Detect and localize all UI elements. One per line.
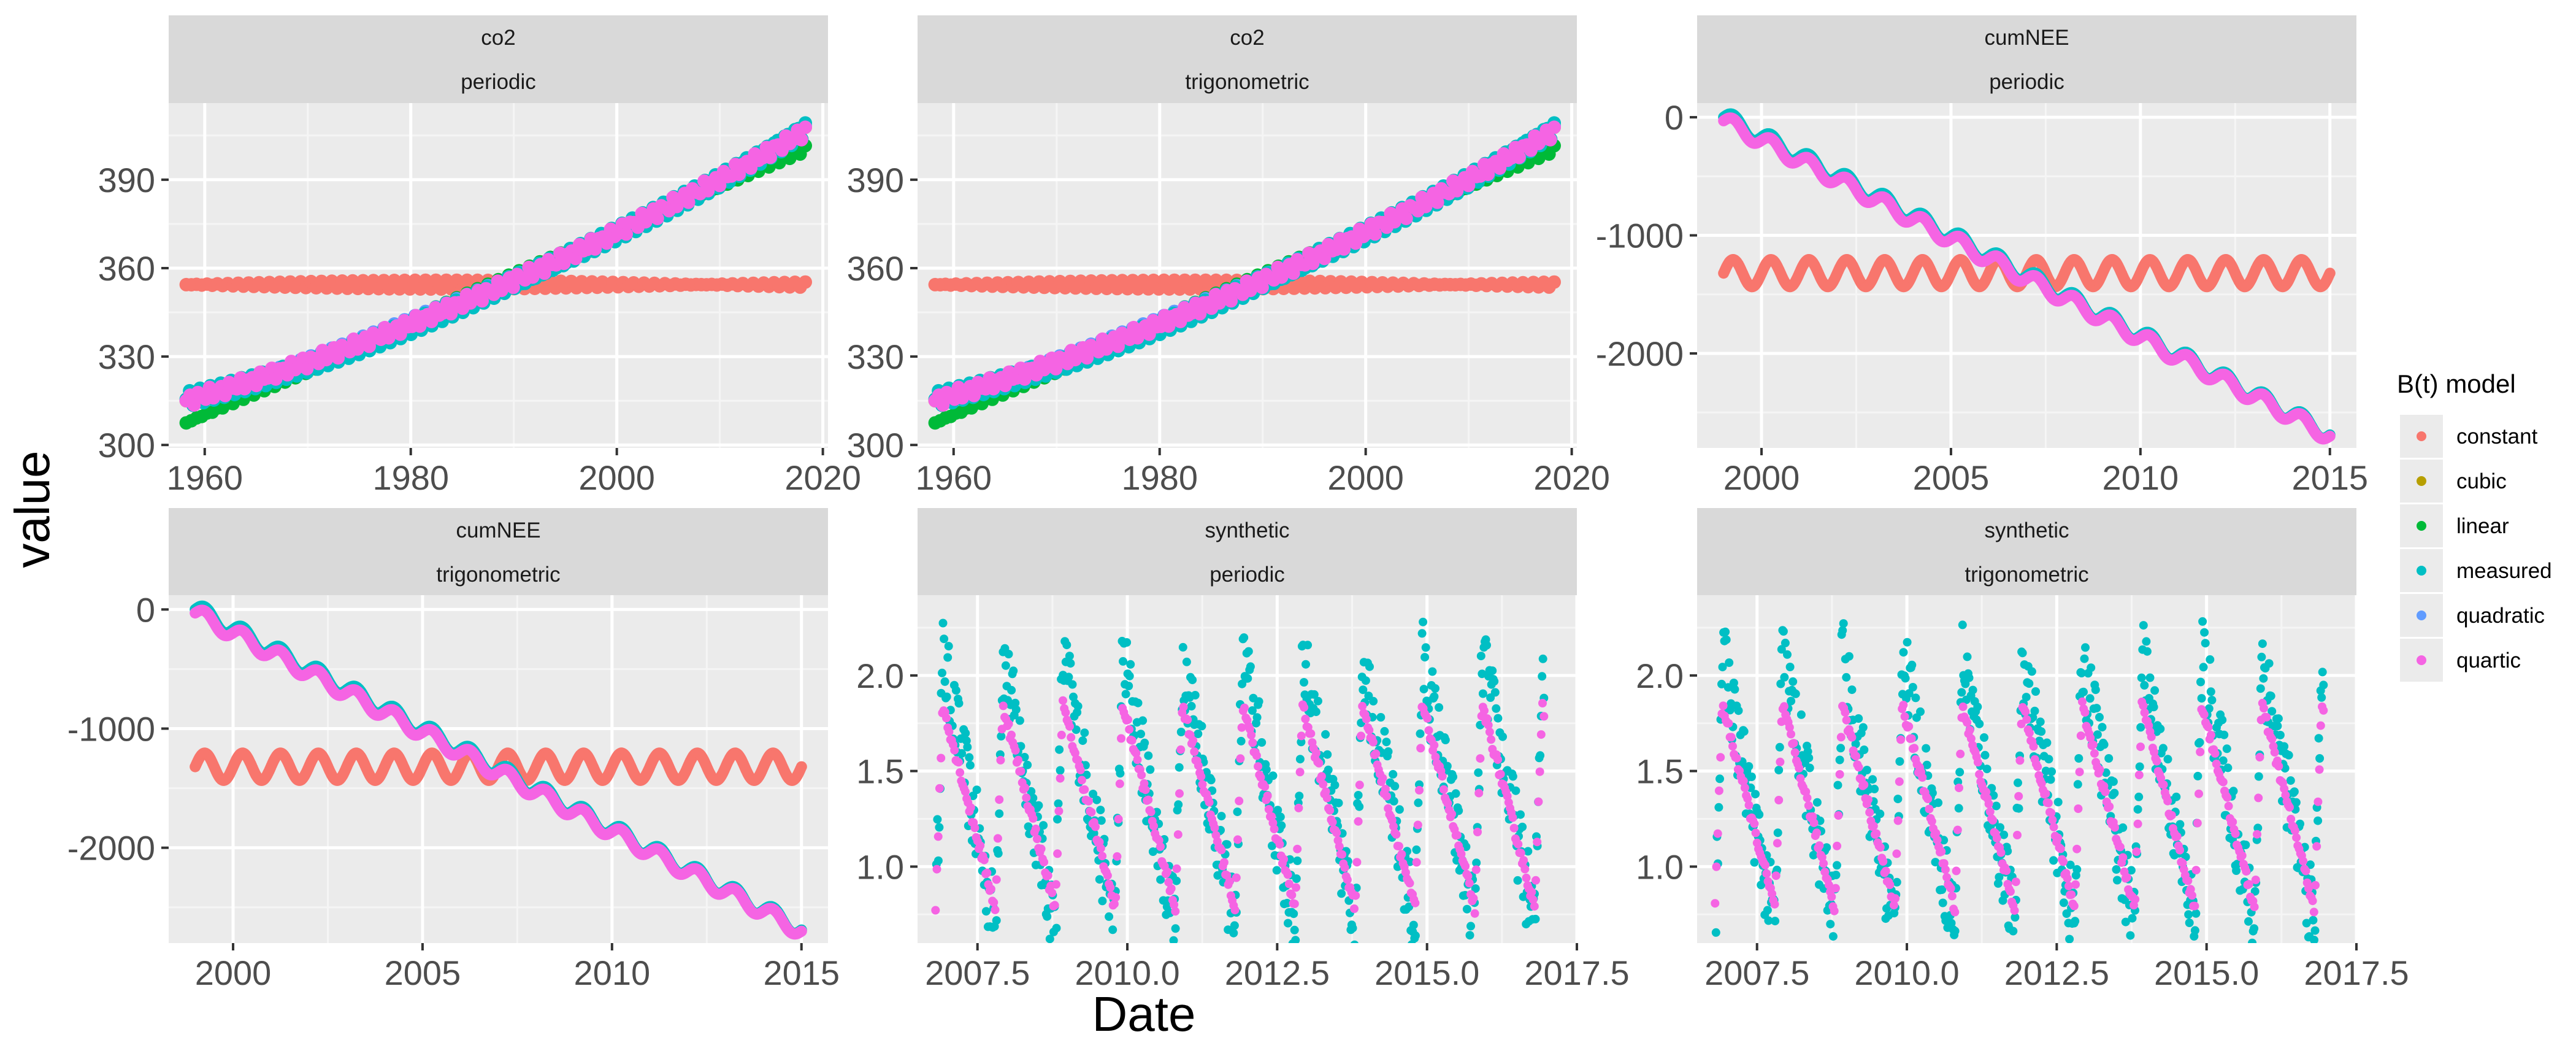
data-point — [1543, 133, 1557, 147]
data-point — [1512, 150, 1526, 164]
data-point — [1547, 120, 1561, 134]
strip-background — [169, 508, 828, 551]
y-tick-label: 300 — [847, 426, 904, 464]
strip-label: co2 — [1230, 26, 1264, 50]
data-point — [1399, 212, 1413, 225]
y-tick-label: 330 — [98, 337, 155, 376]
data-point — [1547, 275, 1561, 289]
x-tick-label: 1960 — [916, 458, 992, 497]
x-tick-label: 1980 — [372, 458, 449, 497]
strip-label: periodic — [1989, 70, 2064, 94]
x-tick-label: 2010 — [2103, 458, 2179, 497]
y-tick-label: -2000 — [1596, 334, 1684, 373]
axes: 2000 2005 2010 2015 -2000 -1000 0 — [1596, 98, 2368, 497]
data-point — [331, 351, 345, 365]
x-tick-label: 1960 — [167, 458, 243, 497]
panel-cumNEE-periodic: cumNEE periodic 2000 2005 2010 2015 -2000 -1000… — [1596, 15, 2368, 497]
strip-background — [1697, 15, 2356, 58]
y-tick-label: 360 — [847, 249, 904, 288]
data-point — [537, 266, 551, 280]
data-point — [1224, 294, 1238, 308]
x-tick-label: 2020 — [1533, 458, 1610, 497]
strip-background — [169, 15, 828, 58]
axes: 1960 1980 2000 2020 300 330 360 390 — [847, 161, 1610, 497]
y-tick-label: 300 — [98, 426, 155, 464]
data-layer — [179, 116, 812, 430]
data-point — [588, 242, 602, 256]
data-point — [794, 133, 808, 147]
y-tick-label: -1000 — [1596, 217, 1684, 255]
data-point — [444, 307, 458, 321]
data-layer — [190, 600, 807, 940]
y-tick-label: 0 — [1665, 98, 1684, 137]
gridlines — [1697, 103, 2356, 448]
strip-label: trigonometric — [1185, 70, 1309, 94]
x-tick-label: 2000 — [1327, 458, 1404, 497]
strip-background — [918, 15, 1577, 58]
strip-background — [1697, 58, 2356, 103]
data-point — [2324, 268, 2336, 279]
data-point — [713, 179, 727, 193]
data-layer — [1718, 108, 2336, 445]
strip-background — [918, 58, 1577, 103]
y-tick-label: 390 — [847, 161, 904, 199]
data-point — [1018, 372, 1032, 386]
y-tick-label: 330 — [847, 337, 904, 376]
y-tick-label: 390 — [98, 161, 155, 199]
series-quartic — [179, 120, 812, 412]
data-point — [269, 372, 283, 386]
data-point — [799, 120, 812, 134]
data-point — [681, 195, 696, 209]
x-tick-label: 2020 — [784, 458, 861, 497]
y-tick-label: 360 — [98, 249, 155, 288]
data-point — [1368, 227, 1382, 241]
data-point — [1462, 179, 1476, 193]
x-tick-label: 2000 — [578, 458, 655, 497]
axes: 1960 1980 2000 2020 300 330 360 390 — [98, 161, 861, 497]
data-point — [1430, 195, 1444, 209]
strip-label: cumNEE — [1984, 26, 2069, 50]
strip-label: trigonometric — [436, 563, 560, 587]
data-point — [506, 280, 520, 295]
data-point — [650, 212, 664, 225]
data-point — [1286, 266, 1300, 280]
data-point — [1049, 361, 1063, 376]
strip-label: co2 — [481, 26, 515, 50]
panel-co2-periodic: co2 periodic 1960 1980 2000 2020 300 330 360 390 — [98, 15, 861, 497]
strip-background — [169, 58, 828, 103]
strip-background — [169, 551, 828, 596]
x-tick-label: 2005 — [1913, 458, 1990, 497]
data-point — [1111, 339, 1125, 353]
data-point — [799, 275, 812, 289]
data-point — [1337, 242, 1351, 256]
series-quartic — [928, 120, 1561, 412]
strip-label: periodic — [461, 70, 536, 94]
series-constant — [190, 747, 807, 786]
data-point — [763, 150, 777, 164]
x-tick-label: 1980 — [1121, 458, 1198, 497]
data-point — [1193, 307, 1207, 321]
gridlines — [918, 103, 1577, 448]
data-point — [1080, 351, 1094, 365]
x-tick-label: 2015 — [2291, 458, 2368, 497]
x-tick-label: 2000 — [1723, 458, 1800, 497]
data-point — [300, 361, 314, 376]
data-point — [475, 294, 489, 308]
strip-label: cumNEE — [456, 518, 540, 542]
data-point — [362, 339, 376, 353]
data-point — [1255, 280, 1269, 295]
data-point — [2324, 430, 2336, 442]
data-point — [619, 227, 633, 241]
data-layer — [928, 116, 1561, 430]
data-point — [795, 761, 807, 773]
series-quartic — [1718, 112, 2336, 445]
panel-co2-trigonometric: co2 trigonometric 1960 1980 2000 2020 300 330 36… — [847, 15, 1610, 497]
